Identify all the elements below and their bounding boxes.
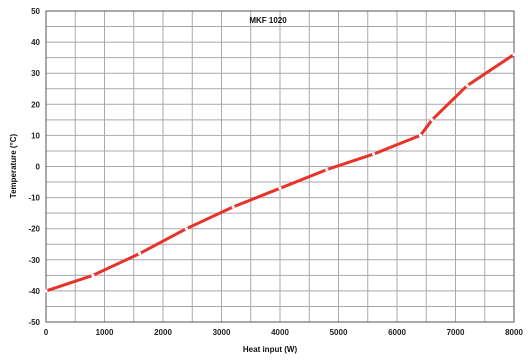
data-point xyxy=(430,118,434,122)
y-tick-label: 20 xyxy=(31,100,40,109)
chart-title: MKF 1020 xyxy=(249,16,287,25)
data-point xyxy=(418,133,422,137)
data-point xyxy=(372,152,376,156)
x-tick-label: 0 xyxy=(44,328,49,337)
data-point xyxy=(325,168,329,172)
y-tick-label: 10 xyxy=(31,131,40,140)
series-layer xyxy=(44,52,516,293)
data-point xyxy=(138,251,142,256)
data-point xyxy=(512,52,516,57)
y-tick-label: -30 xyxy=(28,256,40,265)
data-point xyxy=(278,186,282,190)
x-tick-labels: 0 1000 2000 3000 4000 5000 6000 7000 8000 xyxy=(44,328,524,337)
x-tick-label: 7000 xyxy=(447,328,465,337)
data-point xyxy=(44,289,48,293)
plot-frame xyxy=(45,10,515,323)
y-tick-label: 40 xyxy=(31,38,40,47)
x-tick-label: 5000 xyxy=(330,328,348,337)
y-tick-label: -10 xyxy=(28,194,40,203)
series-line xyxy=(44,53,516,293)
y-tick-label: 30 xyxy=(31,69,40,78)
y-tick-label: -40 xyxy=(28,287,40,296)
x-tick-label: 2000 xyxy=(154,328,172,337)
y-tick-label: 50 xyxy=(31,7,40,16)
y-tick-label: -50 xyxy=(28,318,40,327)
x-tick-label: 3000 xyxy=(213,328,231,337)
data-point xyxy=(231,205,235,209)
x-tick-label: 8000 xyxy=(505,328,523,337)
x-tick-label: 1000 xyxy=(96,328,114,337)
x-tick-label: 6000 xyxy=(388,328,406,337)
gridlines xyxy=(46,11,514,322)
data-point xyxy=(184,227,188,231)
y-tick-labels: -50 -40 -30 -20 -10 0 10 20 30 40 50 xyxy=(28,7,40,327)
x-tick-label: 4000 xyxy=(271,328,289,337)
y-tick-label: -20 xyxy=(28,225,40,234)
data-point xyxy=(465,84,469,88)
y-axis-title: Temperature (°C) xyxy=(9,133,18,198)
x-axis-title: Heat input (W) xyxy=(243,345,298,354)
data-point xyxy=(91,273,95,277)
y-tick-label: 0 xyxy=(36,163,41,172)
